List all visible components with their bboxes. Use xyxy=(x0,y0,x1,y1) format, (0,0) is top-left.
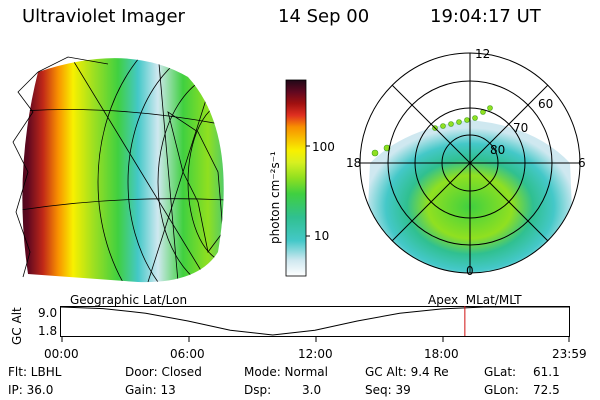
mlat-label-70: 70 xyxy=(513,121,529,135)
info-ip: IP: 36.0 xyxy=(8,383,54,397)
mlat-label-80: 80 xyxy=(490,143,506,157)
apex-label: Apex MLat/MLT xyxy=(428,293,522,307)
altitude-ymax-label: 9.0 xyxy=(38,306,58,320)
geographic-label: Geographic Lat/Lon xyxy=(70,293,188,307)
xtick-2359: 23:59 xyxy=(552,347,587,361)
info-gain: Gain: 13 xyxy=(125,383,176,397)
time-label: 19:04:17 UT xyxy=(430,6,541,27)
date-label: 14 Sep 00 xyxy=(278,6,370,27)
altitude-plot xyxy=(60,306,570,342)
mlt-label-6: 6 xyxy=(578,156,586,170)
info-glat-label: GLat: xyxy=(484,365,517,379)
colorbar-tick-100: 100 xyxy=(312,140,335,154)
info-glon-label: GLon: xyxy=(484,383,519,397)
xtick-1800: 18:00 xyxy=(424,347,459,361)
info-flt: Flt: LBHL xyxy=(8,365,62,379)
polar-mlt-dial xyxy=(359,52,581,274)
info-mode: Mode: Normal xyxy=(244,365,328,379)
color-scale-bar xyxy=(285,79,310,277)
mlt-label-0: 0 xyxy=(466,264,474,278)
colorbar-tick-10: 10 xyxy=(314,229,330,243)
mlt-label-12: 12 xyxy=(475,47,491,61)
geographic-auroral-image xyxy=(12,56,224,283)
info-seq: Seq: 39 xyxy=(365,383,411,397)
altitude-curve xyxy=(60,306,569,336)
mlat-label-60: 60 xyxy=(538,97,554,111)
info-dsp-value: 3.0 xyxy=(302,383,322,397)
info-dsp-label: Dsp: xyxy=(244,383,272,397)
instrument-title: Ultraviolet Imager xyxy=(22,6,185,27)
colorbar-label: photon cm⁻²s⁻¹ xyxy=(268,151,282,244)
info-gcalt: GC Alt: 9.4 Re xyxy=(365,365,449,379)
xtick-0600: 06:00 xyxy=(170,347,205,361)
info-glat-value: 61.1 xyxy=(533,365,560,379)
info-door: Door: Closed xyxy=(125,365,202,379)
altitude-axis-label: GC Alt xyxy=(10,307,24,345)
altitude-ymin-label: 1.8 xyxy=(38,324,58,338)
mlt-label-18: 18 xyxy=(346,156,362,170)
info-glon-value: 72.5 xyxy=(533,383,560,397)
xtick-0000: 00:00 xyxy=(44,347,79,361)
xtick-1200: 12:00 xyxy=(298,347,333,361)
